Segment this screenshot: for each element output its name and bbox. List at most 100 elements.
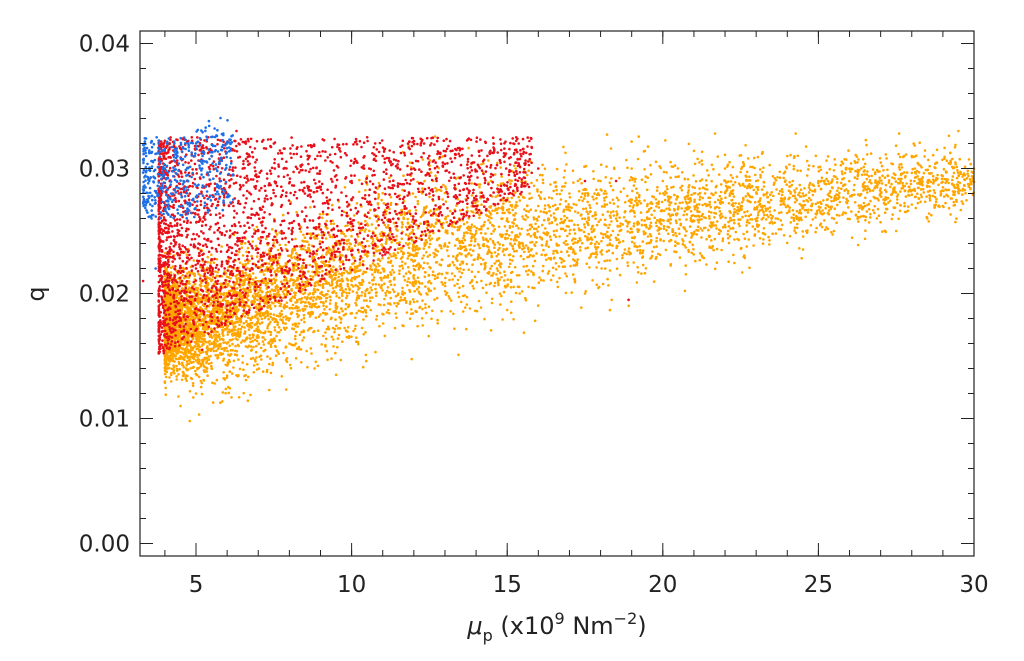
orange-point [653,209,656,213]
orange-point [196,324,200,328]
orange-point [820,179,823,183]
orange-point [825,177,828,181]
orange-point [830,199,833,203]
orange-point [708,203,711,206]
orange-point [808,181,812,185]
orange-point [724,184,728,188]
orange-point [603,205,606,208]
orange-point [705,263,708,266]
orange-point [316,364,320,368]
orange-point [432,231,435,235]
orange-point [196,290,200,294]
orange-point [505,229,509,233]
orange-point [880,182,884,185]
orange-point [251,333,255,336]
orange-point [619,222,622,225]
orange-point [419,222,422,225]
orange-point [609,216,612,219]
orange-point [728,186,732,189]
orange-point [404,262,407,265]
orange-point [854,213,858,217]
orange-point [291,323,295,326]
orange-point [680,184,684,188]
orange-point [861,182,865,186]
orange-point [611,229,615,233]
orange-point [560,250,563,254]
orange-point [668,203,671,207]
orange-point [782,234,786,237]
orange-point [779,228,783,231]
orange-point [928,164,931,168]
orange-point [801,230,804,233]
orange-point [373,270,377,274]
orange-point [538,235,542,239]
orange-point [273,320,277,324]
orange-point [622,187,626,190]
orange-point [409,271,412,275]
orange-point [248,333,251,337]
orange-point [325,305,328,309]
orange-point [177,373,180,376]
orange-point [283,282,287,286]
orange-point [615,210,618,213]
orange-point [261,336,264,339]
orange-point [389,195,393,199]
orange-point [473,309,477,313]
orange-point [807,186,811,189]
orange-point [300,330,303,334]
orange-point [591,279,594,282]
orange-point [727,260,730,264]
orange-point [832,217,836,220]
orange-point [353,270,357,274]
orange-point [478,246,482,250]
orange-point [401,255,404,259]
orange-point [421,307,424,311]
orange-point [640,218,644,222]
orange-point [694,259,697,263]
orange-point [743,237,747,240]
orange-point [267,317,270,321]
orange-point [823,228,827,232]
orange-point [175,375,178,378]
orange-point [541,269,544,273]
orange-point [448,241,451,245]
orange-point [492,229,495,233]
orange-point [759,197,762,200]
orange-point [288,363,292,367]
orange-point [484,264,487,267]
orange-point [745,224,748,227]
orange-point [581,241,584,245]
orange-point [205,361,208,365]
orange-point [495,259,499,263]
orange-point [284,345,288,349]
orange-point [352,214,356,217]
orange-point [360,306,363,310]
orange-point [687,186,690,189]
orange-point [762,238,765,241]
orange-point [393,326,397,330]
orange-point [734,202,737,205]
orange-point [836,203,839,207]
orange-point [615,219,619,223]
orange-point [284,322,287,325]
orange-point [509,280,513,283]
orange-point [636,265,639,269]
orange-point [717,173,721,176]
orange-point [215,349,218,353]
orange-point [827,182,831,185]
orange-point [834,163,837,166]
orange-point [603,203,607,206]
orange-point [856,215,860,219]
orange-point [415,263,419,267]
orange-point [303,307,307,311]
orange-point [347,291,351,295]
orange-point [497,259,501,263]
orange-point [771,175,775,178]
orange-point [762,185,766,188]
orange-point [574,237,577,241]
orange-point [490,232,493,236]
orange-point [655,245,658,248]
orange-point [242,368,245,372]
orange-point [665,191,668,195]
orange-point [458,226,462,229]
